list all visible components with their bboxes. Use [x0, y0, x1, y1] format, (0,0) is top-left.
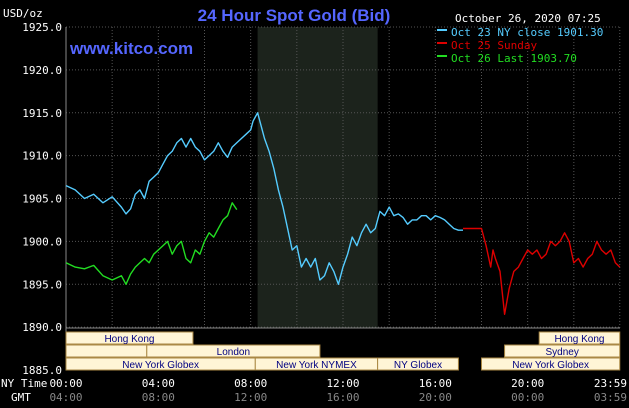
chart-timestamp: October 26, 2020 07:25 [455, 12, 601, 25]
y-unit-label: USD/oz [3, 7, 43, 20]
y-tick-label: 1910.0 [22, 150, 62, 163]
series-line-3 [65, 202, 238, 285]
session-bar [481, 357, 621, 371]
x-axis-tick-labels: 00:0004:0004:0008:0008:0012:0012:0016:00… [49, 377, 627, 404]
session-bar [504, 344, 621, 358]
y-tick-label: 1890.0 [22, 321, 62, 334]
y-tick-label: 1900.0 [22, 235, 62, 248]
y-tick-label: 1895.0 [22, 278, 62, 291]
session-label: London [217, 347, 250, 358]
chart-title: 24 Hour Spot Gold (Bid) [198, 6, 391, 25]
x-tick-label-gmt: 04:00 [49, 391, 82, 404]
series-line-2 [463, 227, 621, 315]
session-bar [538, 331, 621, 345]
session-label: New York NYMEX [276, 360, 357, 371]
x-tick-label-gmt: 20:00 [419, 391, 452, 404]
x-tick-label-ny: 23:59 [594, 377, 627, 390]
x-tick-label-gmt: 00:00 [511, 391, 544, 404]
chart-series [65, 112, 621, 315]
legend-swatch [437, 55, 447, 57]
y-tick-label: 1905.0 [22, 193, 62, 206]
y-tick-label: 1915.0 [22, 107, 62, 120]
legend-entry: Oct 26 Last 1903.70 [451, 52, 577, 65]
x-axis-label-ny: NY Time [1, 377, 47, 390]
x-tick-label-ny: 16:00 [419, 377, 452, 390]
session-bar [65, 344, 148, 358]
session-label: New York Globex [122, 360, 199, 371]
session-label: Hong Kong [104, 334, 154, 345]
x-tick-label-ny: 04:00 [142, 377, 175, 390]
x-tick-label-gmt: 08:00 [142, 391, 175, 404]
x-tick-label-gmt: 16:00 [326, 391, 359, 404]
nymex-session-shade [257, 27, 378, 328]
x-tick-label-ny: 20:00 [511, 377, 544, 390]
session-bar [377, 357, 459, 371]
series-line-1 [65, 112, 463, 285]
x-tick-label-gmt: 03:59 [594, 391, 627, 404]
x-tick-label-ny: 12:00 [326, 377, 359, 390]
y-tick-label: 1920.0 [22, 64, 62, 77]
y-axis-tick-labels: 1925.0 1920.0 1915.0 1910.0 1905.0 1900.0 1895… [22, 21, 62, 377]
x-tick-label-ny: 00:00 [49, 377, 82, 390]
legend-swatch [437, 29, 447, 31]
legend-entry: Oct 23 NY close 1901.30 [451, 26, 603, 39]
y-tick-label: 1925.0 [22, 21, 62, 34]
session-label: Sydney [545, 347, 578, 358]
session-bar [65, 331, 194, 345]
x-tick-label-ny: 08:00 [234, 377, 267, 390]
session-label: Hong Kong [554, 334, 604, 345]
session-bar [146, 344, 321, 358]
chart-grid [65, 26, 621, 370]
trading-session-bars: Hong Kong Hong Kong London Sydney New York G… [65, 331, 621, 371]
y-tick-label: 1885.0 [22, 364, 62, 377]
kitco-watermark: www.kitco.com [69, 39, 193, 58]
legend-entry: Oct 25 Sunday [451, 39, 537, 52]
legend-swatch [437, 42, 447, 44]
session-label: New York Globex [512, 360, 589, 371]
x-tick-label-gmt: 12:00 [234, 391, 267, 404]
session-label: NY Globex [394, 360, 442, 371]
x-axis-label-gmt: GMT [11, 391, 31, 404]
